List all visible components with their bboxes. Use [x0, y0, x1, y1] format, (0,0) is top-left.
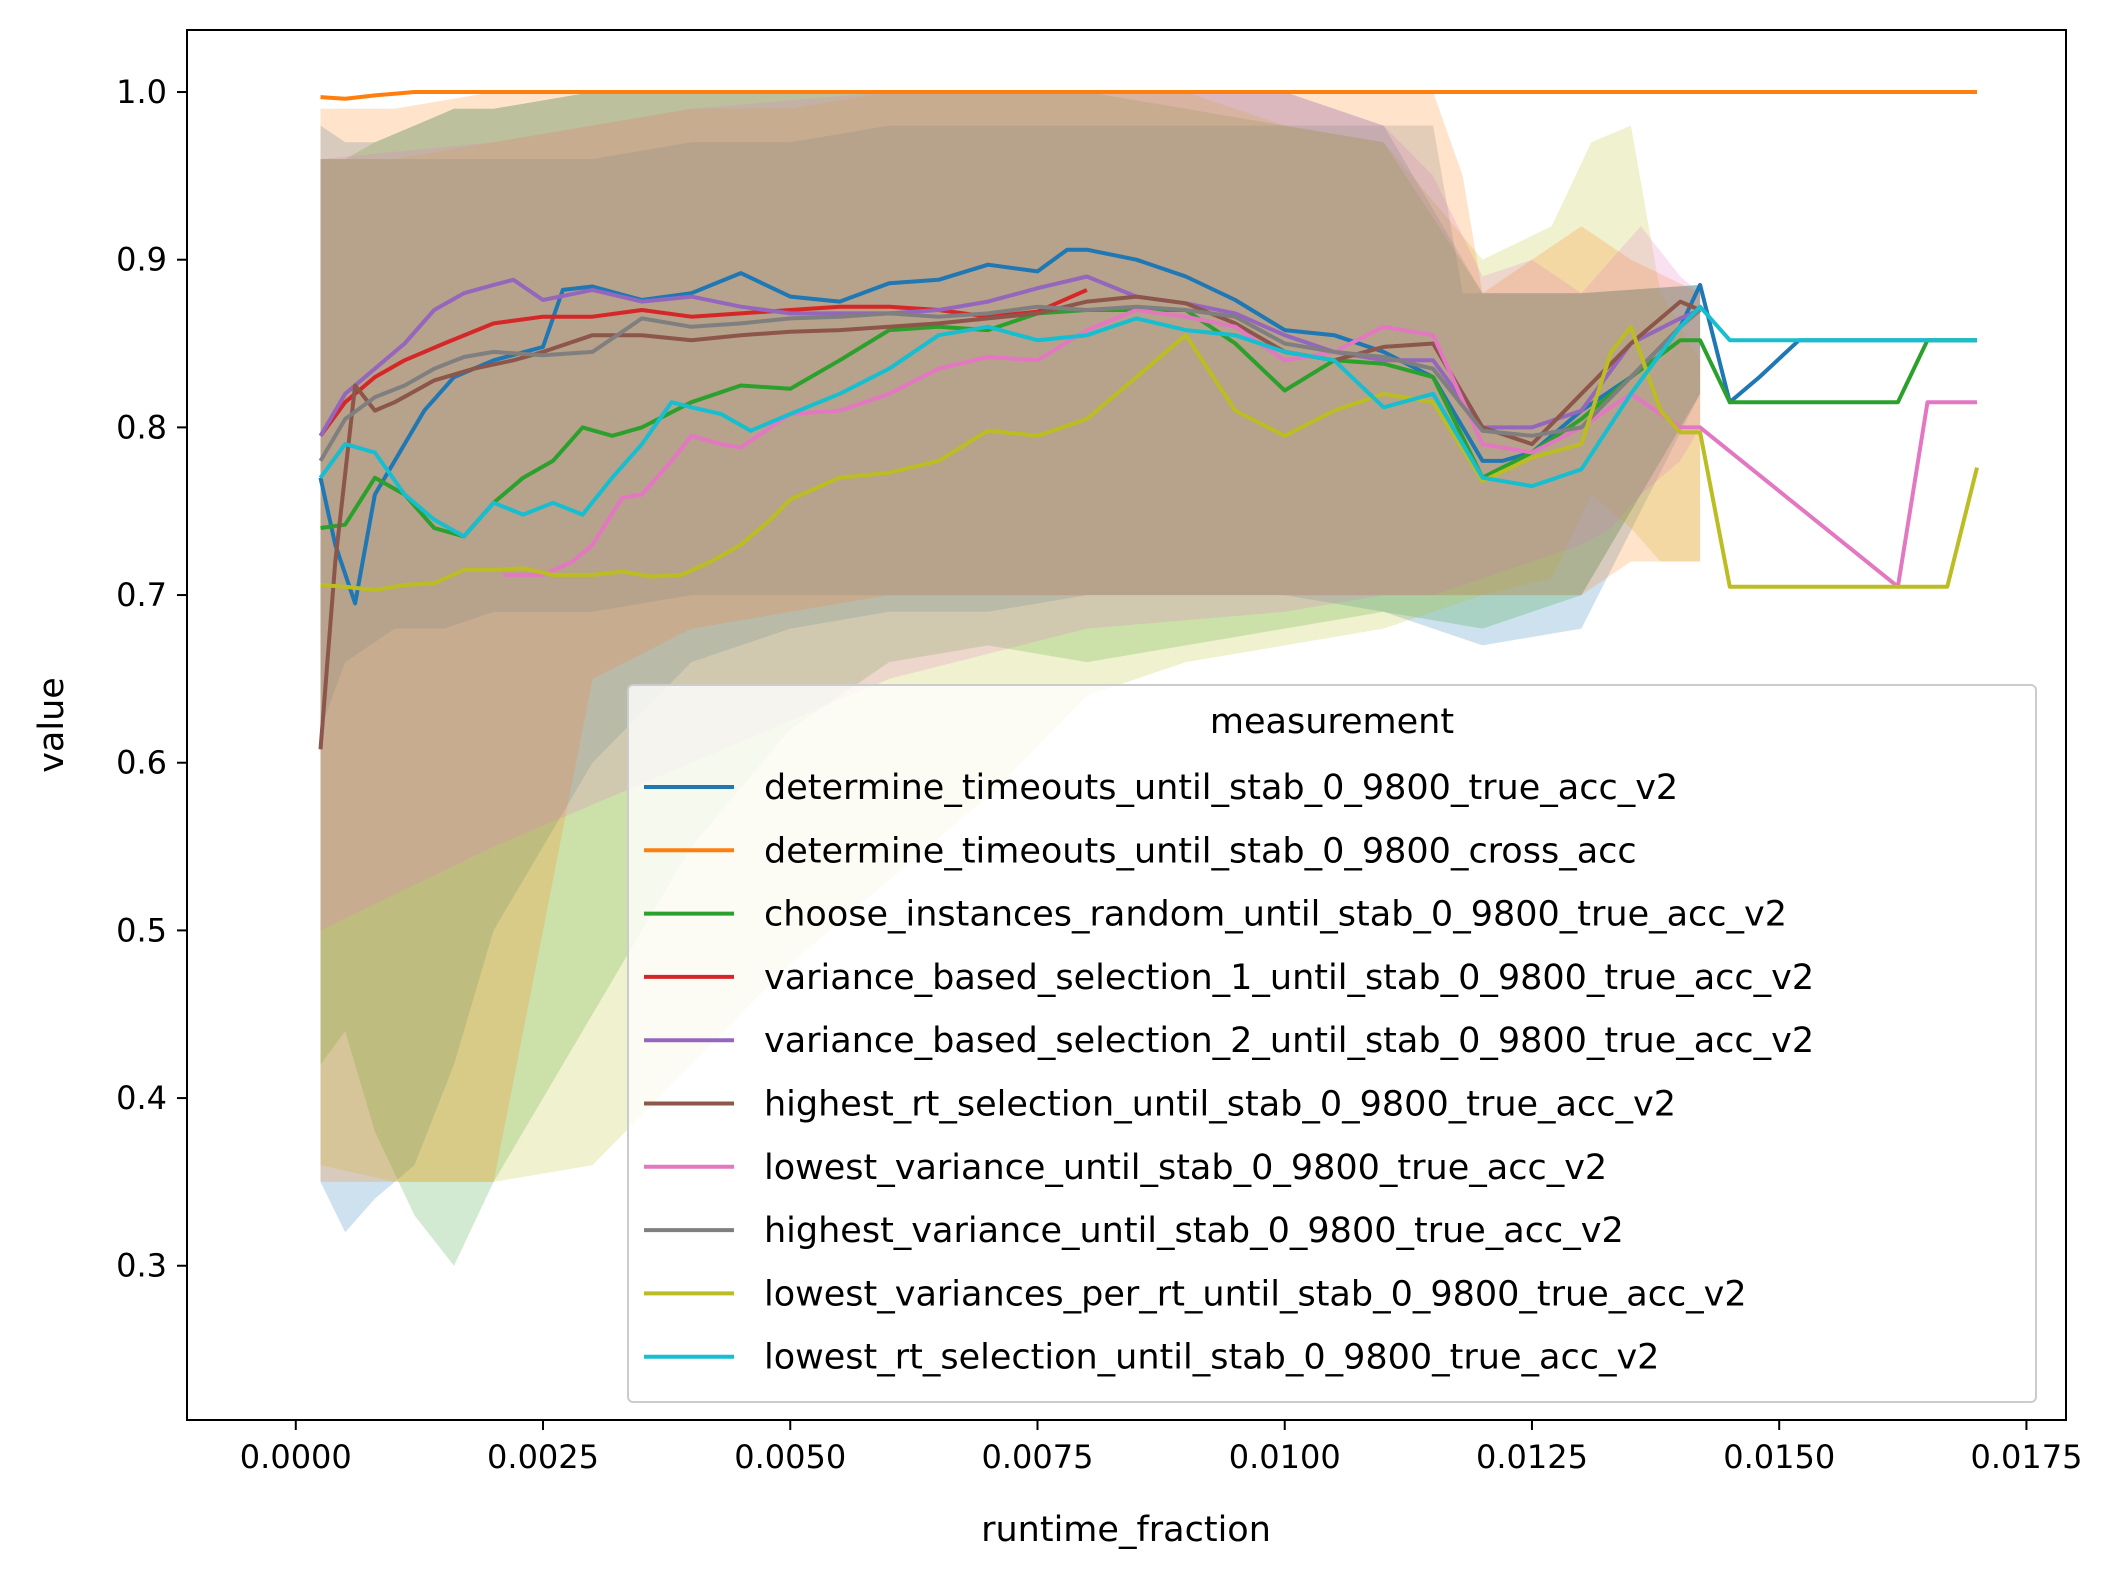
- legend-entry-label: variance_based_selection_2_until_stab_0_…: [764, 1021, 1814, 1061]
- series-line-9: [320, 324, 1979, 592]
- y-tick-label: 0.8: [116, 408, 167, 446]
- y-tick-label: 1.0: [116, 73, 167, 111]
- legend-entry-label: determine_timeouts_until_stab_0_9800_tru…: [764, 768, 1678, 808]
- confidence-band-6: [320, 125, 1701, 730]
- series-line-10: [318, 304, 1977, 539]
- x-tick-label: 0.0175: [1970, 1438, 2082, 1476]
- y-tick-label: 0.4: [116, 1079, 167, 1117]
- legend-entry-label: highest_rt_selection_until_stab_0_9800_t…: [764, 1085, 1676, 1125]
- confidence-band-1: [320, 92, 1701, 1233]
- legend-entry-label: lowest_rt_selection_until_stab_0_9800_tr…: [764, 1338, 1659, 1378]
- legend-entry-label: highest_variance_until_stab_0_9800_true_…: [764, 1211, 1624, 1251]
- x-tick-label: 0.0050: [734, 1438, 846, 1476]
- y-tick-label: 0.9: [116, 241, 167, 279]
- x-tick-label: 0.0125: [1476, 1438, 1588, 1476]
- x-axis-label: runtime_fraction: [981, 1510, 1271, 1550]
- legend-entry-label: lowest_variance_until_stab_0_9800_true_a…: [764, 1148, 1607, 1188]
- legend-title: measurement: [1210, 702, 1454, 742]
- confidence-band-4: [320, 92, 1701, 1182]
- series-line-4: [318, 288, 1088, 437]
- y-tick-label: 0.7: [116, 576, 167, 614]
- plot-frame: [186, 29, 2067, 1421]
- x-tick-label: 0.0150: [1723, 1438, 1835, 1476]
- legend: measurement determine_timeouts_until_sta…: [627, 684, 2037, 1403]
- x-tick-label: 0.0100: [1229, 1438, 1341, 1476]
- legend-entry-label: choose_instances_random_until_stab_0_980…: [764, 895, 1787, 935]
- y-tick-label: 0.3: [116, 1247, 167, 1285]
- legend-entry-label: determine_timeouts_until_stab_0_9800_cro…: [764, 831, 1637, 871]
- series-lines: [318, 90, 1979, 750]
- y-tick-label: 0.5: [116, 911, 167, 949]
- x-tick-label: 0.0075: [982, 1438, 1094, 1476]
- legend-box: [627, 684, 2037, 1403]
- legend-entry-label: variance_based_selection_1_until_stab_0_…: [764, 958, 1814, 998]
- y-tick-label: 0.6: [116, 744, 167, 782]
- confidence-band-2: [320, 92, 1701, 1266]
- legend-entry-label: lowest_variances_per_rt_until_stab_0_980…: [764, 1274, 1747, 1314]
- x-tick-label: 0.0000: [240, 1438, 352, 1476]
- series-line-7: [503, 308, 1977, 589]
- y-axis-label: value: [32, 677, 72, 773]
- series-line-8: [318, 304, 1702, 462]
- x-axis: 0.0000 0.0025 0.0050 0.0075 0.0100 0.0125 0.01…: [240, 1420, 2082, 1476]
- series-line-6: [318, 294, 1701, 750]
- x-tick-label: 0.0025: [487, 1438, 599, 1476]
- y-axis: 0.3 0.4 0.5 0.6 0.7 0.8 0.9 1.0: [116, 73, 187, 1285]
- series-line-2: [320, 90, 1977, 101]
